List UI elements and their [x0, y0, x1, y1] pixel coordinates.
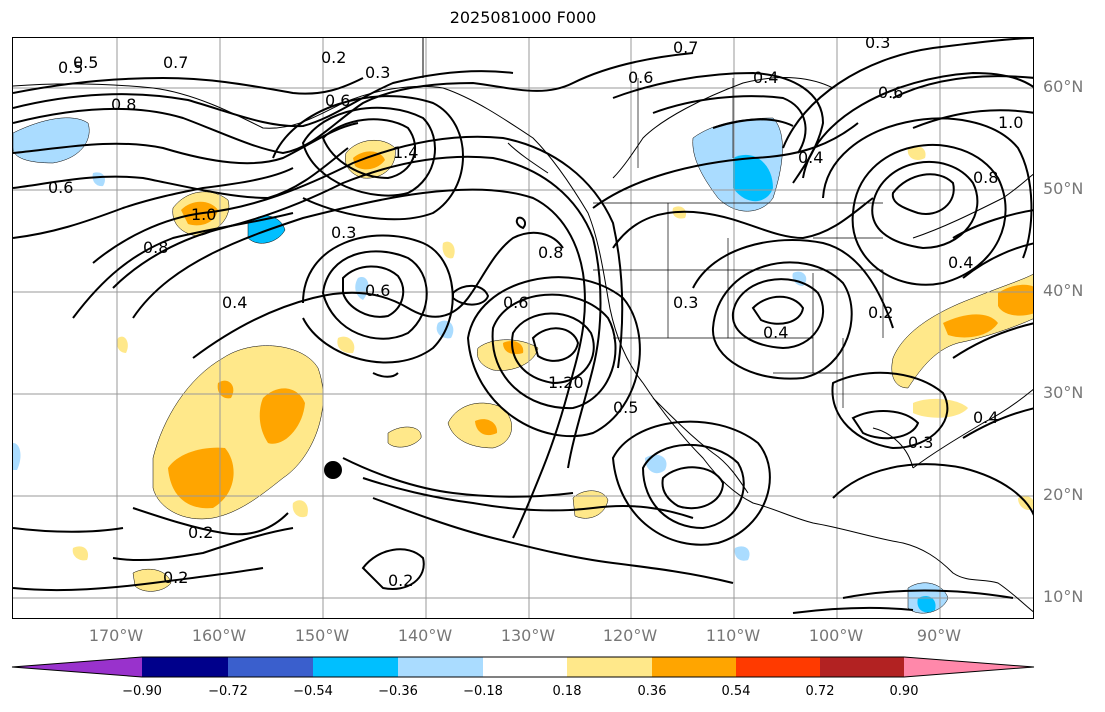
contour-lines — [13, 38, 1033, 614]
state-borders — [593, 78, 884, 408]
lat-label: 40°N — [1043, 281, 1084, 300]
coastlines — [13, 38, 1033, 613]
contour-label: 0.2 — [868, 303, 893, 322]
lat-label: 60°N — [1043, 77, 1084, 96]
contour-label: 1.20 — [548, 373, 584, 392]
contour-label: 0.2 — [321, 48, 346, 67]
colorbar-segment — [736, 657, 820, 677]
contour-label: 0.2 — [388, 571, 413, 590]
lon-label: 90°W — [916, 626, 962, 645]
lon-label: 100°W — [808, 626, 864, 645]
colorbar-tick: 0.72 — [805, 684, 835, 699]
contour-label: 0.6 — [628, 68, 653, 87]
contour-label: 0.6 — [48, 178, 73, 197]
contour-label: 1.0 — [998, 113, 1023, 132]
colorbar-tick: 0.18 — [552, 684, 582, 699]
contour-label: 0.4 — [798, 148, 823, 167]
lon-label: 140°W — [397, 626, 453, 645]
contour-label: 0.3 — [365, 63, 390, 82]
contour-label: 0.5 — [58, 58, 83, 77]
map-title: 2025081000 F000 — [449, 8, 597, 27]
storm-location-marker — [324, 461, 342, 479]
colorbar-segment — [904, 657, 1034, 677]
contour-label: 0.4 — [753, 68, 778, 87]
lat-label: 50°N — [1043, 179, 1084, 198]
colorbar-segment — [820, 657, 904, 677]
lon-label: 170°W — [88, 626, 144, 645]
colorbar-segment — [567, 657, 652, 677]
contour-label: 0.8 — [111, 95, 136, 114]
colorbar-tick: −0.54 — [293, 684, 333, 699]
contour-label: 0.4 — [763, 323, 788, 342]
lon-label: 120°W — [602, 626, 658, 645]
lat-label: 10°N — [1043, 587, 1084, 606]
contour-label: 0.8 — [143, 238, 168, 257]
contour-label: 1.0 — [191, 205, 216, 224]
colorbar-tick: −0.36 — [378, 684, 418, 699]
colorbar-segment — [313, 657, 398, 677]
colorbar-tick: −0.72 — [208, 684, 248, 699]
colorbar — [11, 656, 1035, 678]
contour-label: 0.6 — [365, 281, 390, 300]
colorbar-segment — [12, 657, 142, 677]
contour-label: 0.8 — [538, 243, 563, 262]
colorbar-segment — [142, 657, 228, 677]
contour-label: 0.6 — [503, 293, 528, 312]
contour-label: 0.5 — [73, 53, 98, 72]
contour-label: 0.3 — [673, 293, 698, 312]
colorbar-segment — [652, 657, 736, 677]
colorbar-tick: −0.90 — [122, 684, 162, 699]
map-panel: 0.2 0.3 0.6 0.8 1.0 0.4 0.5 0.7 1.4 1.20… — [12, 37, 1034, 619]
contour-label: 0.8 — [973, 168, 998, 187]
colorbar-tick: 0.54 — [721, 684, 751, 699]
contour-label: 0.7 — [673, 38, 698, 57]
lon-label: 110°W — [705, 626, 761, 645]
colorbar-segment — [398, 657, 483, 677]
colorbar-segment — [228, 657, 313, 677]
contour-label: 0.4 — [948, 253, 973, 272]
colorbar-segment — [483, 657, 567, 677]
grid-lines — [13, 38, 1033, 618]
colorbar-tick: 0.36 — [637, 684, 667, 699]
colorbar-tick: −0.18 — [463, 684, 503, 699]
map-canvas: 0.2 0.3 0.6 0.8 1.0 0.4 0.5 0.7 1.4 1.20… — [13, 38, 1033, 618]
contour-label: 0.6 — [878, 83, 903, 102]
contour-label-group: 0.2 0.3 0.6 0.8 1.0 0.4 0.5 0.7 1.4 1.20… — [48, 38, 1023, 590]
contour-label: 0.2 — [163, 568, 188, 587]
contour-label: 0.6 — [325, 91, 350, 110]
lat-label: 30°N — [1043, 383, 1084, 402]
contour-label: 0.3 — [908, 433, 933, 452]
lat-label: 20°N — [1043, 485, 1084, 504]
lon-label: 160°W — [191, 626, 247, 645]
contour-label: 0.7 — [163, 53, 188, 72]
contour-label: 0.3 — [865, 38, 890, 52]
contour-label: 0.5 — [613, 398, 638, 417]
contour-label: 0.2 — [188, 523, 213, 542]
contour-label: 1.4 — [393, 143, 418, 162]
lon-label: 130°W — [500, 626, 556, 645]
contour-label: 0.4 — [973, 408, 998, 427]
contour-label: 0.4 — [222, 293, 247, 312]
contour-label: 0.3 — [331, 223, 356, 242]
lon-label: 150°W — [294, 626, 350, 645]
colorbar-tick: 0.90 — [889, 684, 919, 699]
